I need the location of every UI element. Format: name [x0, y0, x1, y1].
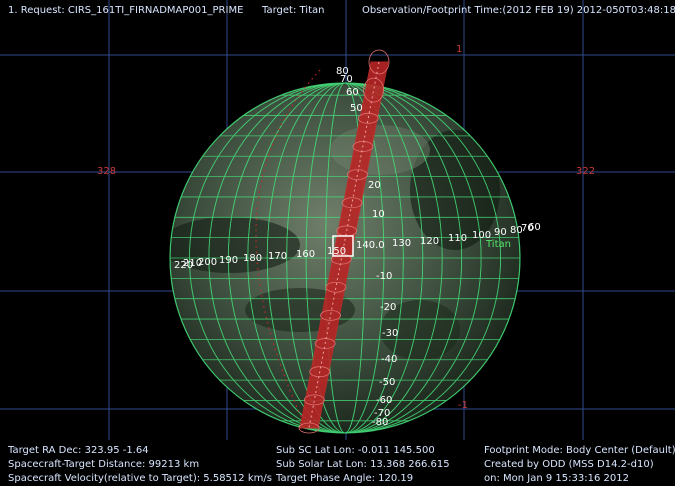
footprint-ring: [298, 422, 320, 434]
lon-label: 80: [510, 225, 523, 236]
lat-label: 50: [350, 103, 363, 114]
footprint-ring: [341, 197, 363, 209]
lat-label: -60: [376, 395, 393, 406]
footprint-ring: [330, 253, 352, 265]
footprint-ring: [309, 366, 331, 378]
lon-label: 220: [174, 260, 194, 271]
footprint-ring: [314, 338, 336, 349]
lon-label: 70: [521, 223, 534, 234]
target-phase-angle: Target Phase Angle: 120.19: [276, 473, 414, 484]
lon-label: 60: [528, 222, 541, 233]
lat-label: -80: [372, 417, 389, 428]
observation-time-label: Observation/Footprint Time:(2012 FEB 19)…: [362, 5, 675, 16]
grid-label-left: 328: [97, 166, 117, 177]
lon-label: 200: [198, 257, 218, 268]
footprint-ring: [303, 394, 325, 406]
lon-label: 130: [392, 238, 412, 249]
sub-sc-lat-lon: Sub SC Lat Lon: -0.011 145.500: [276, 445, 435, 456]
lon-label: 100: [472, 230, 492, 241]
grid-label-top: 1: [456, 44, 463, 55]
longitude-line: [189, 83, 501, 433]
spacecraft-target-distance: Spacecraft-Target Distance: 99213 km: [8, 459, 200, 470]
lat-label: -20: [380, 302, 397, 313]
lon-label: 120: [420, 236, 440, 247]
lon-label: 90: [494, 227, 507, 238]
footprint-ring: [357, 112, 379, 124]
lon-label: 160: [296, 249, 316, 260]
grid-label-bottom: -1: [458, 400, 468, 411]
lat-label: 60: [346, 87, 359, 98]
footprint-ring: [320, 309, 341, 321]
lat-label: 70: [340, 74, 353, 85]
target-ra-dec: Target RA Dec: 323.95 -1.64: [8, 445, 149, 456]
lat-label: 20: [368, 180, 381, 191]
lat-label: -30: [382, 328, 399, 339]
longitude-line: [208, 83, 482, 433]
lon-label: 150: [327, 246, 347, 257]
footprint-ring: [347, 169, 368, 181]
longitude-line: [266, 83, 424, 433]
footprint-ring: [325, 281, 347, 293]
lat-label: -10: [376, 271, 393, 282]
created-by: Created by ODD (MSS D14.2-d10): [484, 459, 654, 470]
footprint-swath: [298, 49, 390, 434]
lon-label: 170: [268, 251, 288, 262]
longitude-line: [286, 83, 404, 433]
subspacecraft-marker: [332, 235, 354, 257]
footprint-mode: Footprint Mode: Body Center (Default): [484, 445, 675, 456]
lat-label: 80: [336, 66, 349, 77]
request-label: 1. Request: CIRS_161TI_FIRNADMAP001_PRIM…: [8, 5, 244, 16]
footprint-ring: [363, 77, 385, 103]
lat-label: -70: [374, 408, 391, 419]
longitude-line: [247, 83, 443, 433]
lon-label: 190: [219, 255, 239, 266]
creation-date: on: Mon Jan 9 15:33:16 2012: [484, 473, 629, 484]
longitude-line: [325, 83, 365, 433]
footprint-ring: [368, 49, 390, 75]
lat-label: 10: [372, 209, 385, 220]
sub-solar-lat-lon: Sub Solar Lat Lon: 13.368 266.615: [276, 459, 450, 470]
longitude-line: [227, 83, 463, 433]
lon-label: 110: [448, 233, 468, 244]
lon-label: 140.0: [356, 240, 385, 251]
target-label: Target: Titan: [262, 5, 325, 16]
lon-label: 210: [183, 258, 203, 269]
lon-label: 180: [243, 253, 263, 264]
lat-label: -40: [381, 354, 398, 365]
footprint-ring: [352, 141, 374, 152]
grid-label-right: 322: [576, 166, 596, 177]
titan-target-label: Titan: [486, 239, 511, 250]
longitude-line: [305, 83, 385, 433]
lat-label: -50: [379, 377, 396, 388]
spacecraft-velocity: Spacecraft Velocity(relative to Target):…: [8, 473, 272, 484]
